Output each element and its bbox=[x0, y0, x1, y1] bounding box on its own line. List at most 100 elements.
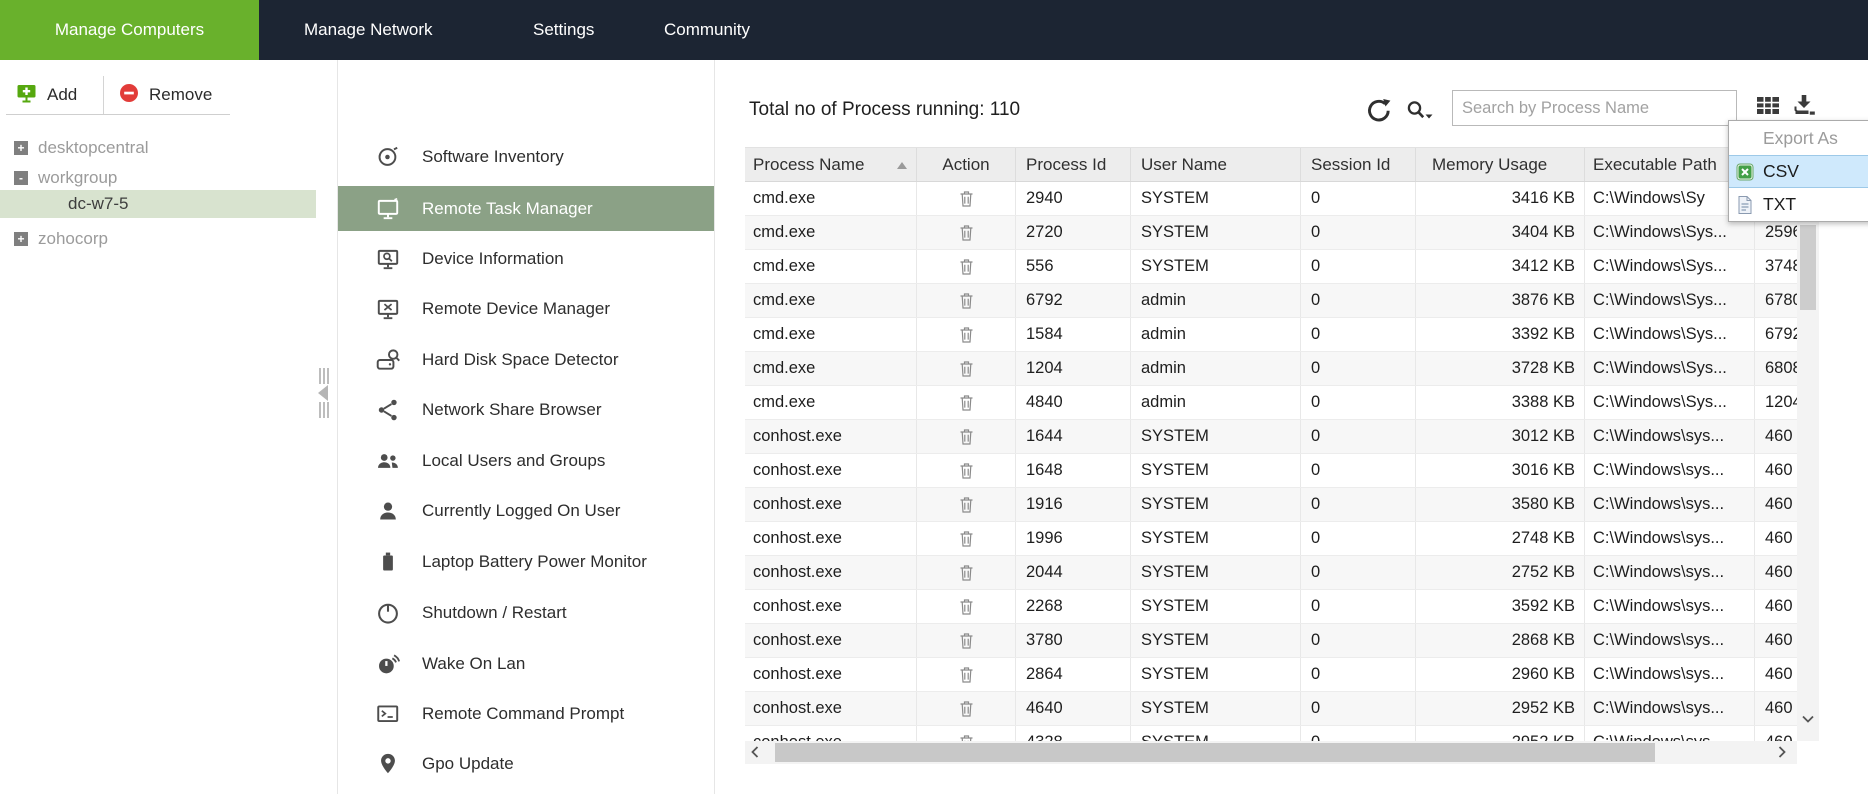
vertical-scrollbar-thumb[interactable] bbox=[1800, 225, 1816, 310]
table-row[interactable]: cmd.exe 6792 admin 0 3876 KB C:\Windows\Sys..… bbox=[745, 284, 1797, 318]
add-computer-button[interactable]: Add bbox=[16, 78, 77, 112]
collapse-icon[interactable]: - bbox=[14, 171, 28, 185]
tree-item-dc-w7-5[interactable]: dc-w7-5 bbox=[0, 190, 316, 218]
cell-name: conhost.exe bbox=[745, 624, 917, 657]
delete-process-icon[interactable] bbox=[959, 462, 974, 480]
delete-process-icon[interactable] bbox=[959, 224, 974, 242]
column-header-user-name[interactable]: User Name bbox=[1131, 148, 1301, 181]
table-row[interactable]: cmd.exe 1584 admin 0 3392 KB C:\Windows\Sys..… bbox=[745, 318, 1797, 352]
delete-process-icon[interactable] bbox=[959, 598, 974, 616]
cell-path: C:\Windows\Sys... bbox=[1585, 318, 1755, 351]
nav-tab-manage-computers[interactable]: Manage Computers bbox=[0, 0, 259, 60]
cell-extra: 460 bbox=[1755, 726, 1797, 741]
table-row[interactable]: conhost.exe 1648 SYSTEM 0 3016 KB C:\Windows\… bbox=[745, 454, 1797, 488]
expand-icon[interactable]: + bbox=[14, 141, 28, 155]
export-button[interactable] bbox=[1792, 94, 1816, 117]
menu-item-remote-command-prompt[interactable]: Remote Command Prompt bbox=[338, 691, 714, 736]
table-row[interactable]: conhost.exe 4328SYSTEM02952 KBC:\Windows\… bbox=[745, 726, 1797, 741]
scroll-down-icon[interactable] bbox=[1801, 714, 1815, 724]
menu-item-currently-logged-on-user[interactable]: Currently Logged On User bbox=[338, 488, 714, 533]
menu-item-remote-device-manager[interactable]: Remote Device Manager bbox=[338, 286, 714, 331]
table-row[interactable]: conhost.exe 1996 SYSTEM 0 2748 KB C:\Windows\… bbox=[745, 522, 1797, 556]
horizontal-scrollbar[interactable] bbox=[745, 741, 1797, 764]
delete-process-icon[interactable] bbox=[959, 496, 974, 514]
refresh-button[interactable] bbox=[1365, 97, 1392, 124]
process-search-input[interactable] bbox=[1452, 90, 1737, 126]
table-row[interactable]: conhost.exe 2864 SYSTEM 0 2960 KB C:\Windows\… bbox=[745, 658, 1797, 692]
table-row[interactable]: conhost.exe 1916 SYSTEM 0 3580 KB C:\Windows\… bbox=[745, 488, 1797, 522]
cell-path: C:\Windows\Sys... bbox=[1585, 352, 1755, 385]
delete-process-icon[interactable] bbox=[959, 632, 974, 650]
delete-process-icon[interactable] bbox=[959, 190, 974, 208]
cell-session: 0 bbox=[1301, 624, 1416, 657]
menu-item-laptop-battery-power-monitor[interactable]: Laptop Battery Power Monitor bbox=[338, 539, 714, 584]
cell-path: C:\Windows\Sys... bbox=[1585, 386, 1755, 419]
scroll-right-icon[interactable] bbox=[1777, 745, 1787, 759]
expand-icon[interactable]: + bbox=[14, 232, 28, 246]
menu-item-device-information[interactable]: Device Information bbox=[338, 236, 714, 281]
table-row[interactable]: conhost.exe 2044 SYSTEM 0 2752 KB C:\Windows\… bbox=[745, 556, 1797, 590]
column-header-action[interactable]: Action bbox=[917, 148, 1016, 181]
tree-item-desktopcentral[interactable]: + desktopcentral bbox=[0, 133, 316, 163]
wake-on-lan-icon bbox=[375, 651, 401, 677]
export-option-csv[interactable]: CSV bbox=[1729, 155, 1868, 188]
delete-process-icon[interactable] bbox=[959, 326, 974, 344]
table-row[interactable]: cmd.exe 2940 SYSTEM 0 3416 KB C:\Windows\Sy bbox=[745, 182, 1797, 216]
search-options-button[interactable] bbox=[1405, 99, 1435, 124]
cell-session: 0 bbox=[1301, 488, 1416, 521]
delete-process-icon[interactable] bbox=[959, 428, 974, 446]
menu-item-software-inventory[interactable]: Software Inventory bbox=[338, 134, 714, 179]
table-grid-icon bbox=[1757, 97, 1779, 114]
delete-process-icon[interactable] bbox=[959, 700, 974, 718]
cell-action bbox=[917, 216, 1016, 249]
table-row[interactable]: cmd.exe 1204 admin 0 3728 KB C:\Windows\Sys..… bbox=[745, 352, 1797, 386]
csv-file-icon bbox=[1735, 162, 1755, 182]
menu-item-network-share-browser[interactable]: Network Share Browser bbox=[338, 387, 714, 432]
tree-item-label: desktopcentral bbox=[38, 138, 149, 157]
menu-item-shutdown-restart[interactable]: Shutdown / Restart bbox=[338, 590, 714, 635]
tree-item-workgroup[interactable]: - workgroup bbox=[0, 163, 316, 193]
cell-action bbox=[917, 454, 1016, 487]
nav-tab-manage-network[interactable]: Manage Network bbox=[304, 20, 433, 39]
delete-process-icon[interactable] bbox=[959, 734, 974, 741]
column-header-process-name[interactable]: Process Name bbox=[745, 148, 917, 181]
cell-pid: 2268 bbox=[1016, 590, 1131, 623]
column-view-button[interactable] bbox=[1756, 95, 1780, 116]
table-row[interactable]: conhost.exe 1644 SYSTEM 0 3012 KB C:\Windows\… bbox=[745, 420, 1797, 454]
table-row[interactable]: conhost.exe 2268 SYSTEM 0 3592 KB C:\Windows\… bbox=[745, 590, 1797, 624]
menu-item-local-users-and-groups[interactable]: Local Users and Groups bbox=[338, 438, 714, 483]
tree-item-zohocorp[interactable]: + zohocorp bbox=[0, 224, 316, 254]
delete-process-icon[interactable] bbox=[959, 394, 974, 412]
cell-user: SYSTEM bbox=[1131, 488, 1301, 521]
delete-process-icon[interactable] bbox=[959, 530, 974, 548]
column-header-session-id[interactable]: Session Id bbox=[1301, 148, 1416, 181]
table-row[interactable]: cmd.exe 556 SYSTEM 0 3412 KB C:\Windows\Sys..… bbox=[745, 250, 1797, 284]
column-header-memory-usage[interactable]: Memory Usage bbox=[1416, 148, 1585, 181]
cell-pid: 556 bbox=[1016, 250, 1131, 283]
delete-process-icon[interactable] bbox=[959, 292, 974, 310]
export-option-txt[interactable]: TXT bbox=[1729, 188, 1868, 221]
table-row[interactable]: conhost.exe 4640 SYSTEM 0 2952 KB C:\Windows\… bbox=[745, 692, 1797, 726]
remove-computer-button[interactable]: Remove bbox=[118, 78, 212, 112]
delete-process-icon[interactable] bbox=[959, 666, 974, 684]
nav-tab-community[interactable]: Community bbox=[664, 20, 750, 39]
menu-item-hard-disk-space-detector[interactable]: Hard Disk Space Detector bbox=[338, 337, 714, 382]
vertical-scrollbar[interactable] bbox=[1797, 182, 1819, 741]
table-row[interactable]: cmd.exe 4840 admin 0 3388 KB C:\Windows\Sys..… bbox=[745, 386, 1797, 420]
horizontal-scrollbar-thumb[interactable] bbox=[775, 743, 1655, 762]
delete-process-icon[interactable] bbox=[959, 258, 974, 276]
tools-menu: Software Inventory Remote Task Manager D… bbox=[337, 60, 715, 794]
table-row[interactable]: cmd.exe 2720 SYSTEM 0 3404 KB C:\Windows\Sys.… bbox=[745, 216, 1797, 250]
cell-name: cmd.exe bbox=[745, 250, 917, 283]
delete-process-icon[interactable] bbox=[959, 360, 974, 378]
table-row[interactable]: conhost.exe 3780 SYSTEM 0 2868 KB C:\Windows\… bbox=[745, 624, 1797, 658]
menu-item-gpo-update[interactable]: Gpo Update bbox=[338, 741, 714, 786]
column-header-process-id[interactable]: Process Id bbox=[1016, 148, 1131, 181]
menu-item-wake-on-lan[interactable]: Wake On Lan bbox=[338, 641, 714, 686]
panel-splitter[interactable] bbox=[318, 368, 331, 418]
menu-item-remote-task-manager[interactable]: Remote Task Manager bbox=[338, 186, 714, 231]
delete-process-icon[interactable] bbox=[959, 564, 974, 582]
scroll-left-icon[interactable] bbox=[750, 745, 760, 759]
nav-tab-settings[interactable]: Settings bbox=[533, 20, 595, 39]
cell-user: SYSTEM bbox=[1131, 658, 1301, 691]
